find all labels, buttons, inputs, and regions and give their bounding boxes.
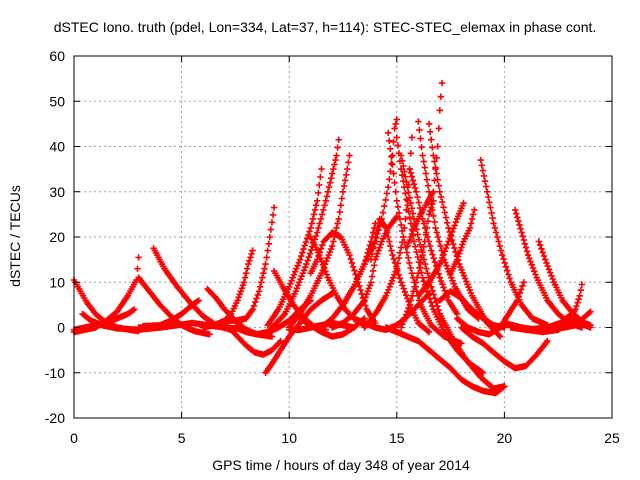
series-arc-48 — [522, 313, 594, 333]
series-arc-11 — [217, 319, 284, 358]
series-markers — [382, 324, 508, 397]
series-arc-16 — [268, 136, 342, 331]
series-arc-25 — [339, 116, 400, 309]
series-markers — [477, 156, 551, 329]
series-arc-32 — [382, 324, 508, 397]
series-markers — [458, 324, 551, 372]
series-arc-12 — [221, 204, 278, 324]
y-tick-label: 30 — [49, 184, 65, 200]
chart-title: dSTEC Iono. truth (pdel, Lon=334, Lat=37… — [54, 19, 597, 35]
x-tick-label: 15 — [389, 430, 405, 446]
y-tick-label: -10 — [45, 365, 65, 381]
series-markers — [397, 197, 437, 331]
series-arc-40 — [447, 206, 478, 277]
series-markers — [217, 319, 284, 358]
x-tick-label: 0 — [70, 430, 78, 446]
series-markers — [296, 315, 368, 340]
y-tick-label: 40 — [49, 139, 65, 155]
series-arc-20 — [296, 315, 368, 340]
x-tick-label: 25 — [604, 430, 620, 446]
y-tick-label: 10 — [49, 274, 65, 290]
series-markers — [453, 279, 527, 338]
data-series — [70, 79, 594, 397]
series-markers — [221, 204, 278, 324]
x-tick-label: 5 — [178, 430, 186, 446]
series-arc-36 — [404, 79, 446, 250]
y-tick-label: 60 — [49, 48, 65, 64]
series-markers — [404, 79, 446, 250]
series-arc-37 — [397, 197, 437, 331]
series-arc-22 — [307, 229, 379, 327]
y-tick-label: -20 — [45, 410, 65, 426]
y-tick-label: 0 — [57, 320, 65, 336]
series-markers — [522, 313, 594, 333]
x-axis-label: GPS time / hours of day 348 of year 2014 — [212, 457, 470, 473]
y-tick-label: 50 — [49, 93, 65, 109]
series-arc-38 — [415, 199, 467, 299]
series-arc-08 — [139, 297, 202, 330]
y-tick-label: 20 — [49, 229, 65, 245]
series-arc-42 — [458, 324, 551, 372]
axis-ticks: 0 5 10 15 20 25 -20 -10 0 10 20 30 40 50 60 — [45, 48, 620, 446]
series-markers — [307, 229, 379, 327]
series-markers — [339, 116, 400, 309]
series-markers — [415, 199, 467, 299]
series-arc-24 — [329, 213, 400, 331]
series-arc-43 — [453, 279, 527, 338]
x-tick-label: 20 — [497, 430, 513, 446]
series-markers — [329, 213, 400, 331]
y-axis-label: dSTEC / TECUs — [7, 185, 23, 287]
series-markers — [268, 136, 342, 331]
series-markers — [447, 206, 478, 277]
series-markers — [139, 297, 202, 330]
x-tick-label: 10 — [281, 430, 297, 446]
series-arc-41 — [477, 156, 551, 329]
